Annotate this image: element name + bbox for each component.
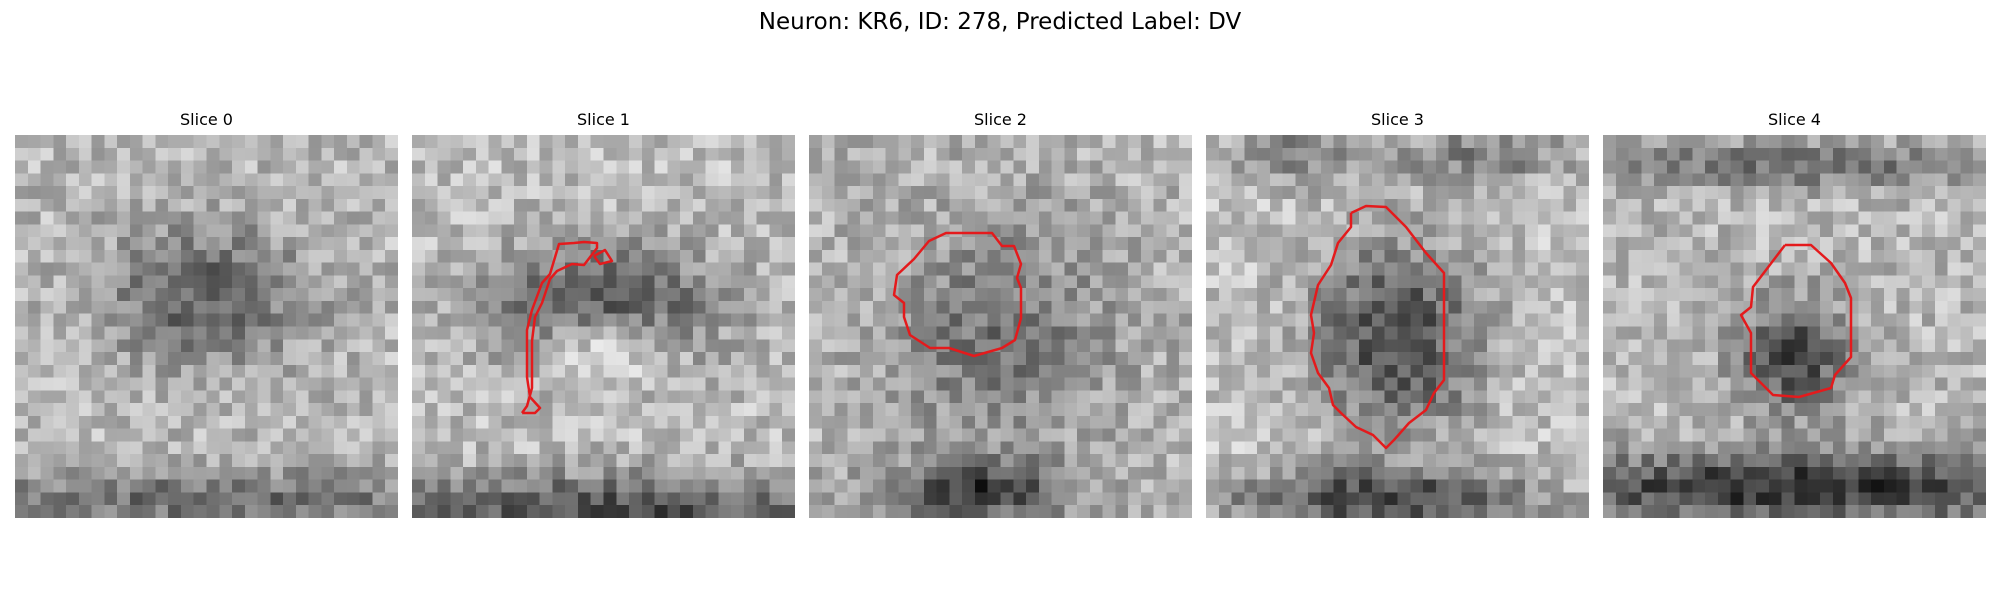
segmentation-contour-1 <box>522 242 597 413</box>
slice-image-2 <box>809 135 1192 518</box>
segmentation-contour-3 <box>1311 206 1444 448</box>
slice-image-3 <box>1206 135 1589 518</box>
slice-contour-4-svg <box>1603 135 1986 518</box>
slice-image-0 <box>15 135 398 518</box>
slice-panel-1: Slice 1 <box>412 110 795 130</box>
slice-panel-2: Slice 2 <box>809 110 1192 130</box>
slice-panel-4: Slice 4 <box>1603 110 1986 130</box>
slice-contour-2-svg <box>809 135 1192 518</box>
slice-panel-3: Slice 3 <box>1206 110 1589 130</box>
slice-title-0: Slice 0 <box>15 110 398 130</box>
slice-title-1: Slice 1 <box>412 110 795 130</box>
segmentation-contour-1b <box>594 250 612 264</box>
slice-image-0-pixels <box>15 135 398 518</box>
slice-contour-3-svg <box>1206 135 1589 518</box>
figure-title: Neuron: KR6, ID: 278, Predicted Label: D… <box>0 8 2000 36</box>
slice-title-3: Slice 3 <box>1206 110 1589 130</box>
slice-title-4: Slice 4 <box>1603 110 1986 130</box>
slice-contour-1-svg <box>412 135 795 518</box>
slice-image-4 <box>1603 135 1986 518</box>
slice-panel-0: Slice 0 <box>15 110 398 130</box>
segmentation-contour-4 <box>1741 245 1851 397</box>
slice-image-1 <box>412 135 795 518</box>
slice-title-2: Slice 2 <box>809 110 1192 130</box>
segmentation-contour-2 <box>894 233 1021 356</box>
